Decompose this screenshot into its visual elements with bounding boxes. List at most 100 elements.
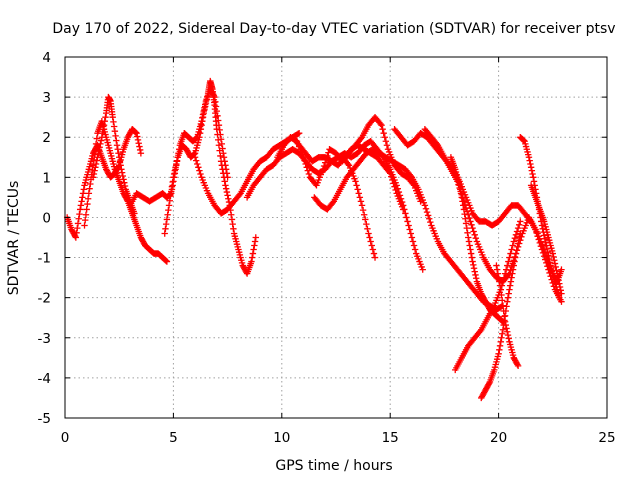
data-point	[512, 231, 520, 239]
series-arc-n	[447, 154, 507, 325]
series-arc-o	[452, 218, 524, 374]
data-point	[117, 162, 124, 169]
series-arc-e	[161, 77, 259, 277]
data-point	[536, 239, 543, 247]
data-point	[167, 192, 174, 200]
data-point	[74, 220, 82, 227]
data-point	[75, 215, 82, 222]
data-point	[512, 250, 520, 257]
data-point	[216, 126, 223, 134]
data-point	[355, 190, 362, 197]
data-point	[224, 192, 231, 199]
data-point	[493, 266, 501, 273]
data-point	[497, 286, 504, 293]
series-arc-k	[339, 154, 379, 261]
data-point	[459, 202, 467, 209]
data-point	[457, 186, 464, 193]
data-point	[220, 154, 228, 161]
data-point	[91, 167, 98, 174]
data-point	[194, 160, 201, 168]
data-point	[131, 210, 138, 217]
series-arc-c	[89, 93, 138, 217]
data-point	[511, 234, 519, 242]
data-point	[423, 208, 431, 216]
data-point	[100, 121, 108, 129]
data-point	[496, 346, 503, 354]
data-point	[520, 137, 528, 144]
data-point	[513, 247, 520, 254]
data-point	[82, 211, 90, 218]
data-point	[540, 232, 548, 239]
data-point	[549, 250, 556, 257]
y-tick-label: -5	[38, 411, 51, 427]
data-point	[538, 222, 546, 229]
data-point	[507, 278, 515, 285]
data-point	[377, 120, 384, 128]
data-point	[329, 199, 336, 206]
data-point	[421, 202, 429, 209]
data-point	[95, 150, 102, 158]
data-point	[137, 150, 145, 157]
data-point	[466, 242, 473, 249]
data-point	[504, 262, 511, 269]
data-point	[385, 168, 393, 176]
data-point	[203, 96, 210, 103]
data-point	[229, 220, 236, 228]
data-point	[86, 185, 93, 192]
y-tick-label: -1	[38, 251, 51, 267]
data-point	[360, 211, 368, 218]
data-point	[545, 266, 552, 273]
data-point	[419, 266, 426, 273]
data-point	[525, 154, 533, 161]
data-point	[472, 275, 480, 282]
x-tick-label: 15	[382, 430, 399, 446]
data-point	[501, 318, 509, 325]
data-point	[471, 231, 478, 239]
data-point	[391, 183, 398, 190]
data-point	[514, 243, 521, 251]
data-point	[504, 298, 511, 305]
data-point	[82, 216, 89, 224]
data-point	[506, 286, 513, 293]
data-point	[110, 123, 118, 130]
data-point	[197, 170, 204, 178]
y-tick-label: 4	[42, 50, 51, 66]
data-point	[84, 200, 91, 208]
data-point	[202, 99, 210, 107]
data-point	[230, 225, 237, 233]
data-point	[383, 142, 391, 149]
data-point	[80, 186, 87, 193]
data-point	[472, 234, 480, 242]
data-point	[528, 167, 536, 174]
data-point	[171, 167, 179, 174]
data-point	[90, 156, 98, 164]
series-arc-s	[527, 182, 565, 297]
data-point	[252, 234, 259, 241]
data-point	[101, 117, 108, 125]
data-point	[467, 250, 475, 257]
data-point	[557, 287, 564, 294]
data-point	[499, 302, 507, 309]
data-point	[496, 282, 504, 289]
data-point	[215, 136, 222, 144]
data-point	[470, 261, 477, 269]
data-point	[544, 249, 551, 256]
data-point	[100, 126, 107, 133]
data-point	[173, 160, 180, 168]
series-arc-q	[493, 262, 522, 370]
data-point	[495, 350, 502, 358]
y-tick-label: -2	[38, 291, 51, 307]
data-point	[165, 202, 173, 209]
data-point	[496, 278, 503, 285]
data-point	[539, 249, 547, 257]
data-point	[215, 142, 223, 149]
data-point	[113, 137, 120, 144]
data-point	[494, 270, 502, 277]
data-point	[134, 133, 141, 140]
data-point	[512, 254, 519, 261]
data-point	[495, 274, 502, 281]
data-point	[121, 179, 128, 186]
data-point	[551, 260, 559, 267]
data-point	[390, 180, 397, 187]
data-point	[95, 147, 103, 154]
